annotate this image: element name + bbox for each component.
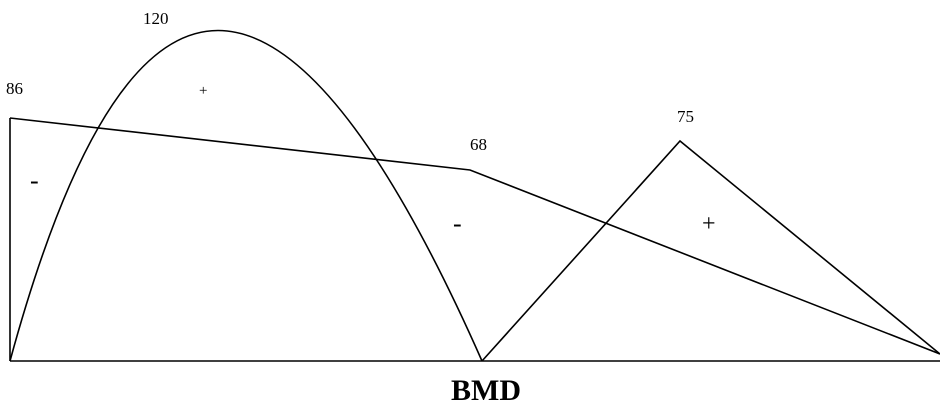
diagram-title: BMD <box>451 374 521 407</box>
value-label-75: 75 <box>677 107 694 126</box>
triangle-load <box>481 139 940 362</box>
sign-right-plus: + <box>702 211 716 237</box>
value-label-120: 120 <box>143 9 169 28</box>
moment-polyline <box>9 117 940 355</box>
sign-center-minus: - <box>453 209 462 238</box>
value-label-86: 86 <box>6 79 23 98</box>
sign-left-minus: - <box>30 166 39 195</box>
parabolic-curve <box>9 29 483 362</box>
sign-top-plus: + <box>199 83 207 99</box>
value-label-68: 68 <box>470 135 487 154</box>
